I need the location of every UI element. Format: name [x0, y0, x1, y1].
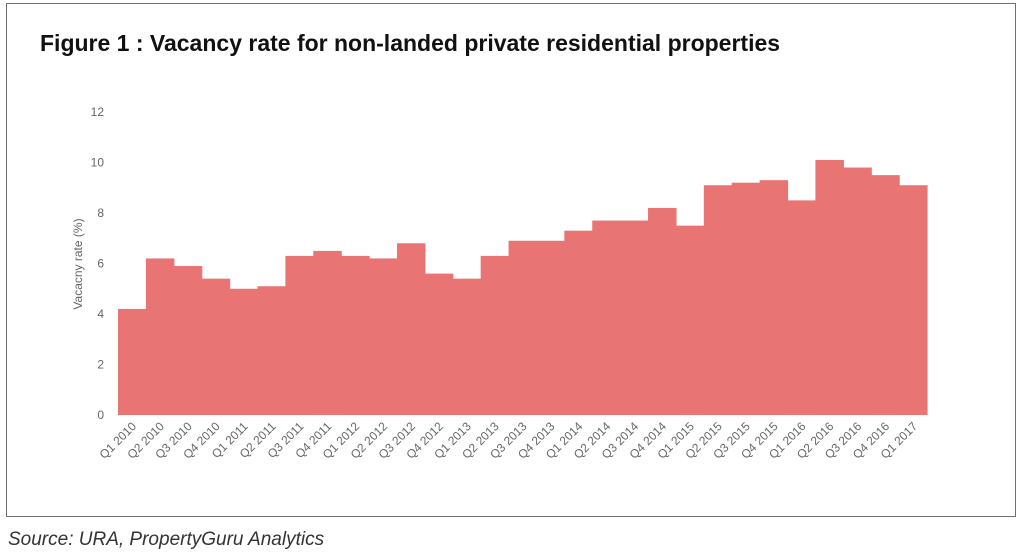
bar [341, 255, 370, 415]
bar [648, 207, 677, 415]
y-tick-label: 12 [91, 105, 105, 119]
y-tick-label: 8 [97, 206, 104, 220]
y-tick-label: 10 [91, 156, 105, 170]
y-tick-label: 6 [97, 257, 104, 271]
bar [452, 278, 482, 415]
y-tick-label: 4 [97, 307, 104, 321]
bar [285, 255, 314, 415]
bar [536, 240, 565, 415]
bar [787, 200, 817, 416]
figure-title: Figure 1 : Vacancy rate for non-landed p… [40, 30, 781, 56]
bar [229, 288, 259, 415]
bar [480, 255, 510, 415]
bar [815, 159, 844, 415]
bar [871, 175, 900, 416]
bar [173, 266, 203, 415]
bar [369, 258, 398, 415]
bar [118, 308, 147, 415]
y-tick-label: 0 [97, 408, 104, 422]
bar [592, 220, 621, 415]
bar [843, 167, 872, 415]
bar [145, 258, 175, 415]
y-axis: 0 2 4 6 8 10 12 [91, 105, 105, 422]
bar [396, 243, 426, 415]
bar [257, 286, 286, 415]
bar-series [118, 159, 928, 416]
bar [759, 180, 789, 415]
bar [201, 278, 231, 415]
y-axis-title: Vacacny rate (%) [71, 218, 85, 309]
bar [564, 230, 593, 415]
source-note: Source: URA, PropertyGuru Analytics [8, 529, 325, 550]
bar [675, 225, 705, 416]
bar [313, 250, 342, 416]
bar [899, 185, 928, 415]
bar [703, 185, 733, 415]
y-tick-label: 2 [97, 358, 104, 372]
bar [731, 182, 761, 415]
bar [424, 273, 454, 415]
bar [620, 220, 649, 415]
bar [508, 240, 538, 415]
